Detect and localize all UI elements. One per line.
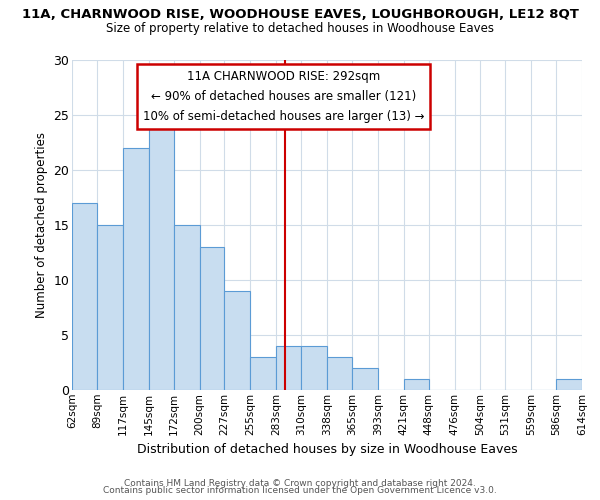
Bar: [404, 379, 428, 390]
Bar: [250, 357, 276, 390]
Bar: [224, 291, 250, 390]
Bar: [199, 247, 224, 390]
X-axis label: Distribution of detached houses by size in Woodhouse Eaves: Distribution of detached houses by size …: [137, 443, 517, 456]
Bar: [72, 203, 97, 390]
Bar: [556, 379, 582, 390]
Text: Contains HM Land Registry data © Crown copyright and database right 2024.: Contains HM Land Registry data © Crown c…: [124, 478, 476, 488]
Text: 11A, CHARNWOOD RISE, WOODHOUSE EAVES, LOUGHBOROUGH, LE12 8QT: 11A, CHARNWOOD RISE, WOODHOUSE EAVES, LO…: [22, 8, 578, 20]
Bar: [123, 148, 149, 390]
Text: Contains public sector information licensed under the Open Government Licence v3: Contains public sector information licen…: [103, 486, 497, 495]
Bar: [97, 225, 123, 390]
Bar: [327, 357, 352, 390]
Bar: [276, 346, 301, 390]
Text: 11A CHARNWOOD RISE: 292sqm
← 90% of detached houses are smaller (121)
10% of sem: 11A CHARNWOOD RISE: 292sqm ← 90% of deta…: [143, 70, 424, 123]
Bar: [173, 225, 199, 390]
Y-axis label: Number of detached properties: Number of detached properties: [35, 132, 48, 318]
Bar: [352, 368, 378, 390]
Bar: [149, 115, 173, 390]
Bar: [301, 346, 327, 390]
Text: Size of property relative to detached houses in Woodhouse Eaves: Size of property relative to detached ho…: [106, 22, 494, 35]
